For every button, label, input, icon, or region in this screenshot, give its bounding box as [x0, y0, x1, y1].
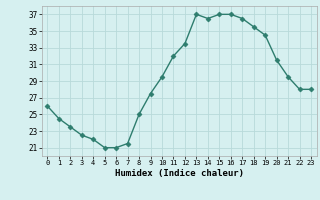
X-axis label: Humidex (Indice chaleur): Humidex (Indice chaleur) — [115, 169, 244, 178]
